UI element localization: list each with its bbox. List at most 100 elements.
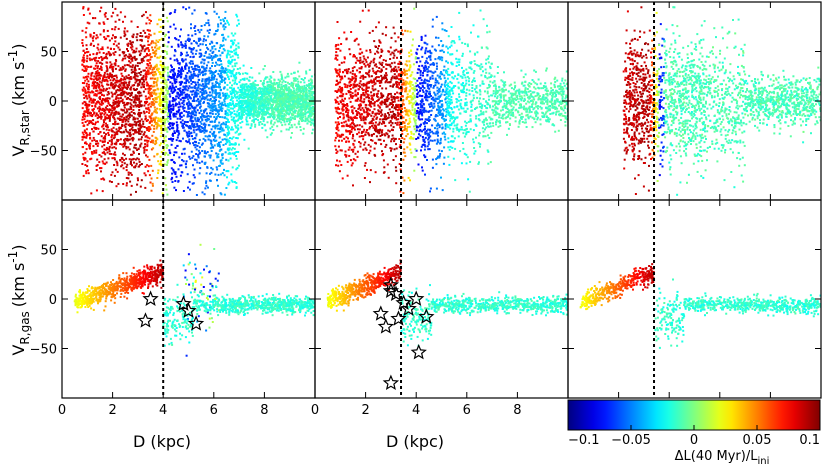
data-point [103, 131, 106, 134]
data-point [146, 59, 149, 62]
data-point [149, 181, 152, 184]
data-point [108, 109, 110, 112]
data-point [187, 98, 190, 101]
data-point [197, 89, 200, 92]
data-point [86, 119, 89, 122]
data-point [123, 32, 126, 35]
data-point [203, 91, 205, 94]
data-point [155, 65, 158, 68]
data-point [293, 99, 295, 102]
data-point [262, 104, 265, 107]
data-point [225, 135, 228, 138]
data-point [113, 131, 116, 134]
data-point [143, 69, 146, 72]
data-point [209, 179, 212, 182]
data-point [247, 104, 250, 107]
data-point [197, 81, 199, 84]
data-point [180, 41, 183, 44]
data-point [219, 54, 222, 57]
data-point [203, 35, 206, 38]
data-point [146, 155, 149, 158]
data-point [263, 113, 266, 116]
data-point [203, 55, 206, 57]
data-point [85, 94, 88, 97]
data-point [83, 110, 86, 113]
data-point [87, 172, 90, 175]
data-point [257, 88, 260, 91]
data-point [89, 98, 92, 101]
data-point [192, 155, 195, 158]
data-point [127, 50, 129, 52]
data-point [157, 119, 160, 122]
data-point [206, 98, 209, 101]
data-point [94, 64, 97, 67]
data-point [220, 104, 223, 107]
data-point [123, 142, 126, 145]
data-point [220, 76, 222, 79]
data-point [237, 124, 240, 127]
data-point [87, 108, 90, 111]
data-point [104, 89, 107, 92]
data-point [258, 104, 261, 107]
data-point [233, 104, 235, 107]
data-point [126, 85, 129, 88]
data-point [186, 124, 189, 127]
data-point [246, 85, 248, 88]
data-point [259, 105, 262, 108]
data-point [284, 123, 287, 126]
data-point [278, 99, 281, 101]
data-point [181, 59, 184, 62]
data-point [173, 151, 176, 154]
data-point [234, 143, 237, 146]
data-point [250, 99, 253, 102]
data-point [123, 86, 126, 88]
data-point [121, 120, 124, 123]
data-point [168, 112, 171, 115]
data-point [104, 100, 107, 103]
data-point [131, 59, 134, 62]
data-point [229, 50, 232, 53]
data-point [175, 95, 178, 98]
data-point [113, 164, 116, 166]
data-point [154, 139, 157, 142]
data-point [160, 119, 163, 122]
data-point [288, 94, 291, 97]
data-point [134, 94, 137, 97]
data-point [156, 125, 159, 128]
data-point [234, 32, 237, 35]
data-point [184, 74, 187, 77]
data-point [127, 120, 130, 123]
data-point [308, 68, 311, 71]
data-point [82, 93, 85, 96]
data-point [196, 64, 199, 67]
data-point [82, 133, 85, 136]
data-point [190, 112, 193, 115]
data-point [82, 56, 85, 59]
data-point [174, 180, 177, 182]
data-point [159, 117, 162, 120]
data-point [310, 82, 313, 85]
data-point [150, 124, 153, 127]
data-point [237, 56, 240, 59]
data-point [221, 162, 224, 165]
data-point [192, 129, 195, 132]
data-point [222, 24, 225, 27]
data-point [254, 88, 257, 91]
data-point [228, 53, 231, 56]
data-point [97, 78, 100, 81]
data-point [91, 139, 94, 142]
data-point [209, 120, 212, 123]
data-point [183, 106, 186, 109]
data-point [132, 109, 135, 111]
data-point [234, 81, 237, 84]
data-point [149, 34, 152, 37]
data-point [173, 186, 176, 189]
data-point [96, 46, 99, 49]
data-point [158, 108, 161, 111]
data-point [158, 96, 161, 99]
data-point [260, 101, 263, 104]
data-point [85, 68, 88, 71]
data-point [188, 75, 191, 78]
data-point [157, 172, 160, 175]
data-point [201, 150, 204, 152]
